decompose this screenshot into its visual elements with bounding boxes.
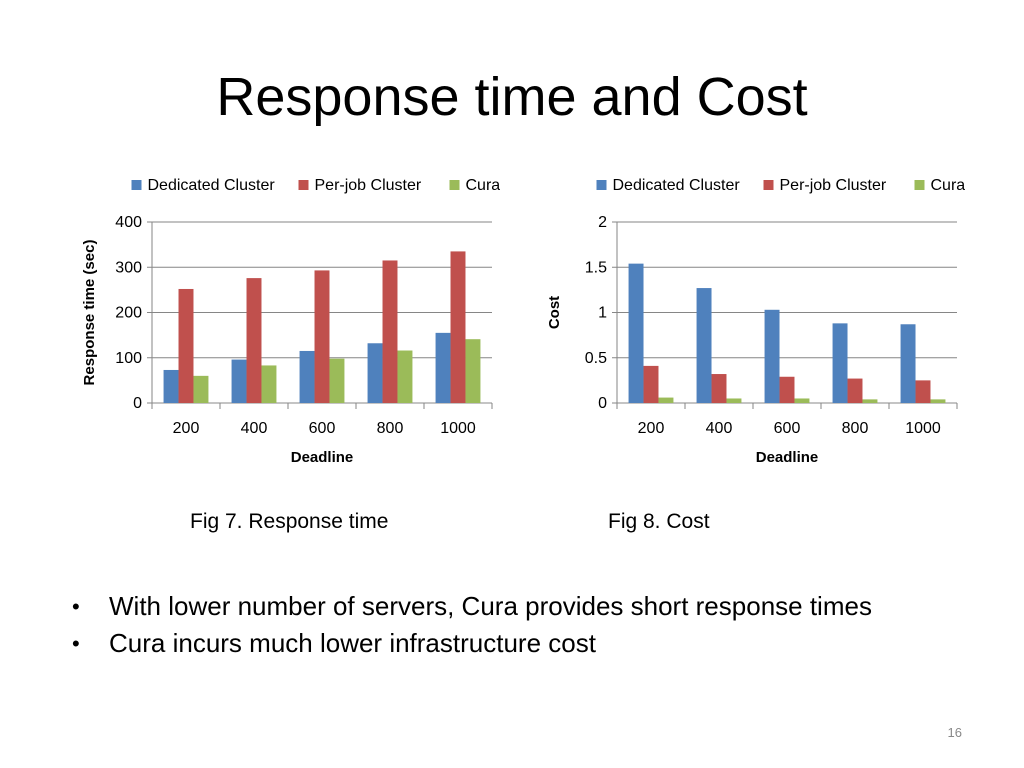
bullet-text: With lower number of servers, Cura provi… xyxy=(109,591,872,621)
bar-per-job-cluster-800 xyxy=(382,260,398,403)
bar-cura-800 xyxy=(862,399,878,403)
bar-dedicated-cluster-1000 xyxy=(900,324,916,403)
bar-dedicated-cluster-1000 xyxy=(435,332,451,403)
bullet-item: • With lower number of servers, Cura pro… xyxy=(72,588,872,625)
x-tick-label: 200 xyxy=(638,420,665,437)
bar-cura-400 xyxy=(261,365,277,403)
x-axis-title: Deadline xyxy=(291,449,354,466)
y-tick-label: 1 xyxy=(598,305,607,322)
response-time-chart: Dedicated Cluster Per-job Cluster Cura 0 100… xyxy=(80,168,500,478)
chart-legend: Dedicated Cluster Per-job Cluster Cura xyxy=(131,177,501,194)
chart-legend: Dedicated Cluster Per-job Cluster Cura xyxy=(596,177,966,194)
y-tick-label: 1.5 xyxy=(585,259,607,276)
y-tick-label: 300 xyxy=(115,259,142,276)
legend-swatch-dedicated-cluster xyxy=(596,180,607,190)
y-tick-label: 100 xyxy=(115,350,142,367)
bar-dedicated-cluster-600 xyxy=(299,350,315,403)
bullet-item: • Cura incurs much lower infrastructure … xyxy=(72,625,872,662)
bar-per-job-cluster-400 xyxy=(711,374,727,403)
bar-per-job-cluster-200 xyxy=(643,365,659,403)
y-tick-label: 0 xyxy=(133,395,142,412)
legend-label-per-job-cluster: Per-job Cluster xyxy=(315,177,422,194)
bar-per-job-cluster-200 xyxy=(178,288,194,403)
bar-dedicated-cluster-600 xyxy=(764,309,780,403)
legend-swatch-cura xyxy=(449,180,460,190)
x-tick-label: 1000 xyxy=(905,420,941,437)
bullet-text: Cura incurs much lower infrastructure co… xyxy=(109,628,596,658)
legend-label-dedicated-cluster: Dedicated Cluster xyxy=(148,177,276,194)
bar-dedicated-cluster-800 xyxy=(367,343,383,403)
bar-per-job-cluster-400 xyxy=(246,278,262,403)
x-tick-label: 600 xyxy=(309,420,336,437)
legend-swatch-per-job-cluster xyxy=(298,180,309,190)
legend-label-cura: Cura xyxy=(466,177,501,194)
y-tick-label: 0.5 xyxy=(585,350,607,367)
x-tick-label: 200 xyxy=(173,420,200,437)
slide-title: Response time and Cost xyxy=(216,67,808,127)
chart-0-svg: Dedicated Cluster Per-job Cluster Cura 0 100… xyxy=(81,177,501,466)
x-tick-label: 400 xyxy=(241,420,268,437)
legend-label-per-job-cluster: Per-job Cluster xyxy=(780,177,887,194)
chart-1-svg: Dedicated Cluster Per-job Cluster Cura 0 0.5… xyxy=(546,177,966,466)
fig7-caption: Fig 7. Response time xyxy=(190,510,389,533)
y-tick-label: 0 xyxy=(598,395,607,412)
x-tick-label: 800 xyxy=(377,420,404,437)
bar-cura-600 xyxy=(329,358,345,403)
legend-swatch-dedicated-cluster xyxy=(131,180,142,190)
bar-dedicated-cluster-400 xyxy=(696,288,712,403)
y-axis-title: Response time (sec) xyxy=(81,240,98,386)
fig8-caption: Fig 8. Cost xyxy=(608,510,710,533)
bar-cura-200 xyxy=(658,397,674,403)
bar-cura-600 xyxy=(794,398,810,403)
bar-per-job-cluster-600 xyxy=(779,376,795,403)
bullet-list: • With lower number of servers, Cura pro… xyxy=(72,588,872,662)
y-tick-label: 400 xyxy=(115,214,142,231)
page-number: 16 xyxy=(947,725,962,740)
bar-cura-200 xyxy=(193,375,209,403)
bar-per-job-cluster-800 xyxy=(847,378,863,403)
legend-swatch-per-job-cluster xyxy=(763,180,774,190)
bar-per-job-cluster-600 xyxy=(314,270,330,403)
cost-chart: Dedicated Cluster Per-job Cluster Cura 0 0.5… xyxy=(545,168,965,478)
x-tick-label: 800 xyxy=(842,420,869,437)
bar-per-job-cluster-1000 xyxy=(450,251,466,403)
bar-dedicated-cluster-400 xyxy=(231,359,247,403)
x-axis-title: Deadline xyxy=(756,449,819,466)
y-axis-title: Cost xyxy=(546,296,563,329)
bar-per-job-cluster-1000 xyxy=(915,380,931,403)
bar-cura-1000 xyxy=(465,339,481,403)
legend-label-cura: Cura xyxy=(931,177,966,194)
bar-dedicated-cluster-200 xyxy=(163,369,179,403)
bullet-dot-icon: • xyxy=(72,631,80,656)
legend-label-dedicated-cluster: Dedicated Cluster xyxy=(613,177,741,194)
bar-dedicated-cluster-200 xyxy=(628,263,644,403)
bar-dedicated-cluster-800 xyxy=(832,323,848,403)
bar-cura-400 xyxy=(726,398,742,403)
x-tick-label: 600 xyxy=(774,420,801,437)
x-tick-label: 400 xyxy=(706,420,733,437)
bar-cura-800 xyxy=(397,350,413,403)
legend-swatch-cura xyxy=(914,180,925,190)
bar-cura-1000 xyxy=(930,399,946,403)
y-tick-label: 2 xyxy=(598,214,607,231)
y-tick-label: 200 xyxy=(115,305,142,322)
bullet-dot-icon: • xyxy=(72,594,80,619)
x-tick-label: 1000 xyxy=(440,420,476,437)
